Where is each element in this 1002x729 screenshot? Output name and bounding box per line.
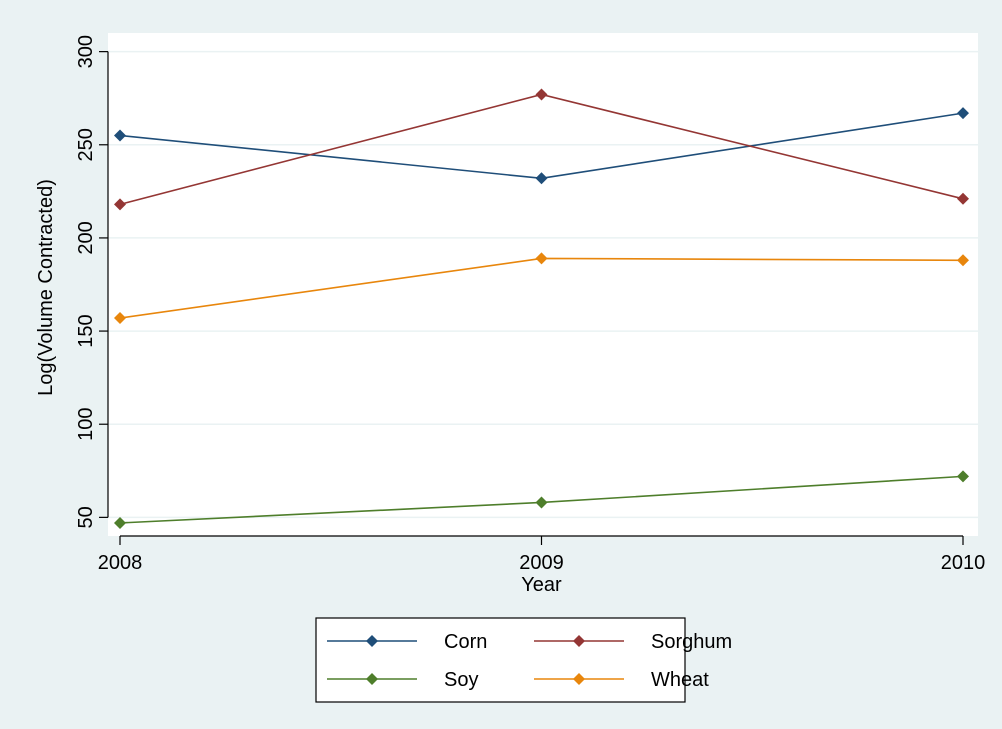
data-point-corn (535, 172, 548, 185)
y-axis-title: Log(Volume Contracted) (35, 179, 57, 396)
legend-marker (366, 673, 378, 685)
data-point-wheat (535, 252, 548, 265)
legend-box (315, 617, 686, 703)
data-point-corn (114, 129, 126, 142)
x-axis-title: Year (521, 574, 562, 596)
tick-labels: 50 100 150 200 250 300 2008 2009 2010 (75, 35, 985, 574)
series-lines (114, 88, 969, 529)
axes (99, 51, 964, 545)
data-point-corn (957, 107, 969, 120)
y-tick-label: 50 (75, 506, 97, 528)
y-tick-label: 300 (75, 35, 97, 68)
data-point-soy (957, 470, 969, 483)
legend-label-wheat: Wheat (651, 669, 709, 691)
data-point-wheat (114, 312, 126, 325)
y-tick-label: 150 (75, 314, 97, 347)
legend: Corn Sorghum Soy Wheat (315, 617, 732, 703)
data-point-soy (535, 496, 548, 509)
grid-lines (108, 50, 978, 519)
x-tick-label: 2010 (941, 552, 986, 574)
legend-label-soy: Soy (444, 669, 478, 691)
legend-marker (366, 635, 378, 647)
data-point-wheat (957, 254, 969, 267)
legend-marker (573, 635, 585, 647)
x-tick-label: 2008 (98, 552, 143, 574)
data-point-sorghum (535, 88, 548, 101)
x-tick-label: 2009 (519, 552, 564, 574)
legend-marker (573, 673, 585, 685)
legend-label-corn: Corn (444, 631, 487, 653)
data-point-sorghum (957, 192, 969, 205)
y-tick-label: 250 (75, 128, 97, 161)
y-tick-label: 100 (75, 408, 97, 441)
legend-label-sorghum: Sorghum (651, 631, 732, 653)
plot-area (108, 33, 978, 536)
data-point-soy (114, 516, 126, 529)
y-tick-label: 200 (75, 221, 97, 254)
data-point-sorghum (114, 198, 126, 211)
